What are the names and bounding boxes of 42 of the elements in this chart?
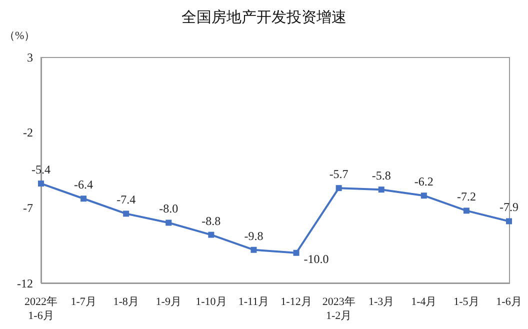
data-label: -7.2 <box>456 190 476 204</box>
point <box>293 250 300 256</box>
x-tick-label: 2022年 1-6月 <box>24 296 58 322</box>
point <box>123 210 130 217</box>
point <box>420 192 427 199</box>
x-tick-label: 1-6月 <box>496 296 522 308</box>
y-tick-label: -7 <box>23 200 33 215</box>
data-label: -5.4 <box>32 162 50 177</box>
y-tick-label: -2 <box>23 126 33 140</box>
x-tick-label: 1-9月 <box>156 296 182 308</box>
point <box>38 180 44 187</box>
x-tick-label: 1-11月 <box>238 296 270 308</box>
x-tick-label: 1-8月 <box>113 296 139 308</box>
point <box>336 185 342 192</box>
point <box>506 218 512 224</box>
x-tick-label: 1-3月 <box>368 296 394 308</box>
point <box>208 232 214 238</box>
point <box>166 220 172 226</box>
point <box>378 186 384 193</box>
data-label: -10.0 <box>304 252 329 266</box>
x-tick-label: 1-12月 <box>280 296 312 308</box>
data-label: -6.2 <box>414 174 434 189</box>
x-tick-label: 1-7月 <box>70 296 96 308</box>
data-label: -5.7 <box>329 167 348 182</box>
point <box>250 246 257 253</box>
y-axis-title: （%） <box>4 29 36 43</box>
data-label: -7.9 <box>500 200 518 214</box>
y-tick-label: 3 <box>27 50 33 64</box>
point <box>80 196 87 202</box>
y-tick-label: -12 <box>17 276 33 290</box>
x-tick-label: 2023年 1-2月 <box>322 296 356 322</box>
x-tick-label: 1-5月 <box>454 296 480 308</box>
data-label: -8.0 <box>159 202 178 216</box>
data-label: -8.8 <box>202 214 221 228</box>
x-tick-label: 1-4月 <box>411 296 437 308</box>
data-label: -5.8 <box>372 168 391 183</box>
data-label: -7.4 <box>116 192 136 207</box>
data-label: -6.4 <box>74 178 94 192</box>
data-label: -9.8 <box>244 228 264 243</box>
x-tick-label: 1-10月 <box>196 296 227 308</box>
chart-title: 全国房地产开发投资增速 <box>180 8 348 27</box>
point <box>463 208 470 214</box>
